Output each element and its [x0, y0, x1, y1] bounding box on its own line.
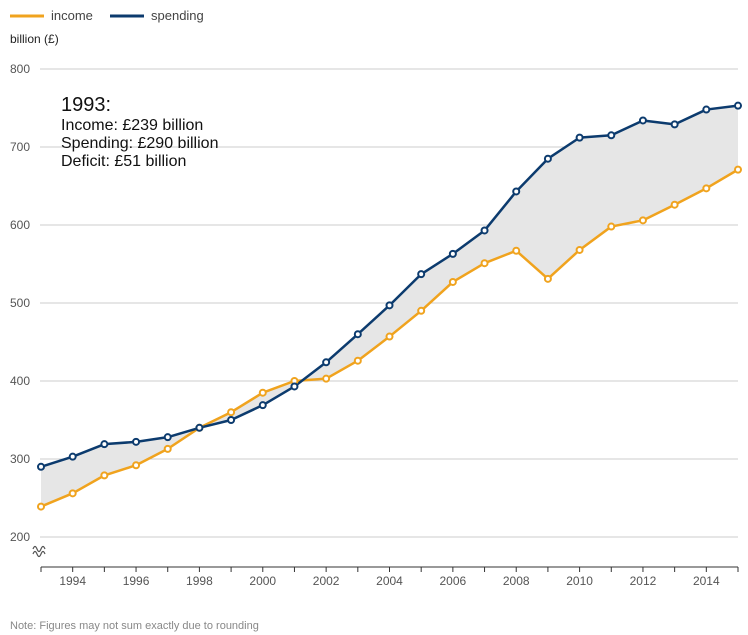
point-spending	[480, 226, 489, 235]
point-income	[702, 184, 711, 193]
annotation-spending: Spending: £290 billion	[61, 135, 218, 152]
x-tick-label: 2008	[503, 574, 530, 588]
point-spending	[417, 270, 426, 279]
x-tick-label: 2014	[693, 574, 720, 588]
point-spending	[163, 433, 172, 442]
y-tick-label: 500	[10, 296, 30, 310]
point-spending	[353, 330, 362, 339]
point-spending	[195, 423, 204, 432]
y-axis-unit-label: billion (£)	[10, 32, 59, 46]
point-spending	[68, 452, 77, 461]
x-tick-label: 2004	[376, 574, 403, 588]
y-tick-label: 200	[10, 530, 30, 544]
point-spending	[575, 133, 584, 142]
y-tick-label: 400	[10, 374, 30, 388]
x-axis: 1994 1996 1998 2000 2002 2004 2006 2008 2010 2012…	[40, 566, 739, 588]
point-income	[512, 246, 521, 255]
point-income	[575, 245, 584, 254]
point-spending	[670, 120, 679, 129]
point-spending	[322, 358, 331, 367]
x-tick-label: 2012	[630, 574, 657, 588]
point-spending	[512, 187, 521, 196]
point-income	[353, 356, 362, 365]
legend-label-income: income	[51, 8, 93, 23]
y-tick-label: 800	[10, 62, 30, 76]
series-points	[37, 101, 742, 511]
point-income	[543, 274, 552, 283]
point-income	[448, 277, 457, 286]
point-income	[417, 306, 426, 315]
legend-label-spending: spending	[151, 8, 204, 23]
y-tick-label: 600	[10, 218, 30, 232]
annotation-1993: 1993: Income: £239 billion Spending: £29…	[61, 94, 218, 170]
x-tick-label: 2010	[566, 574, 593, 588]
point-income	[37, 502, 45, 511]
point-income	[638, 216, 647, 225]
x-tick-label: 1996	[123, 574, 150, 588]
point-income	[100, 471, 109, 480]
point-income	[670, 200, 679, 209]
point-spending	[543, 154, 552, 163]
point-spending	[702, 105, 711, 114]
point-spending	[385, 301, 394, 310]
point-spending	[734, 101, 742, 110]
annotation-deficit: Deficit: £51 billion	[61, 153, 186, 170]
y-tick-label: 700	[10, 140, 30, 154]
x-tick-label: 2006	[440, 574, 467, 588]
point-income	[480, 259, 489, 268]
annotation-title: 1993:	[61, 94, 111, 116]
x-tick-label: 2000	[249, 574, 276, 588]
point-spending	[132, 437, 141, 446]
point-income	[258, 388, 267, 397]
point-income	[132, 461, 141, 470]
point-income	[68, 489, 77, 498]
footnote: Note: Figures may not sum exactly due to…	[10, 620, 259, 632]
y-tick-labels: 200 300 400 500 600 700 800	[10, 62, 30, 544]
point-income	[227, 408, 236, 417]
point-spending	[227, 416, 236, 424]
point-income	[734, 165, 742, 174]
point-spending	[607, 131, 616, 140]
x-tick-label: 1994	[59, 574, 86, 588]
annotation-income: Income: £239 billion	[61, 117, 203, 134]
point-spending	[638, 116, 647, 125]
point-spending	[258, 401, 267, 410]
point-income	[385, 332, 394, 341]
point-income	[163, 444, 172, 453]
x-tick-label: 1998	[186, 574, 213, 588]
x-tick-label: 2002	[313, 574, 340, 588]
point-spending	[290, 382, 299, 391]
point-income	[607, 222, 616, 231]
legend: income spending	[10, 8, 204, 23]
point-income	[322, 374, 331, 383]
axis-break-icon	[32, 545, 46, 558]
point-spending	[448, 249, 457, 258]
y-tick-label: 300	[10, 452, 30, 466]
point-spending	[100, 440, 109, 449]
point-spending	[37, 462, 45, 471]
